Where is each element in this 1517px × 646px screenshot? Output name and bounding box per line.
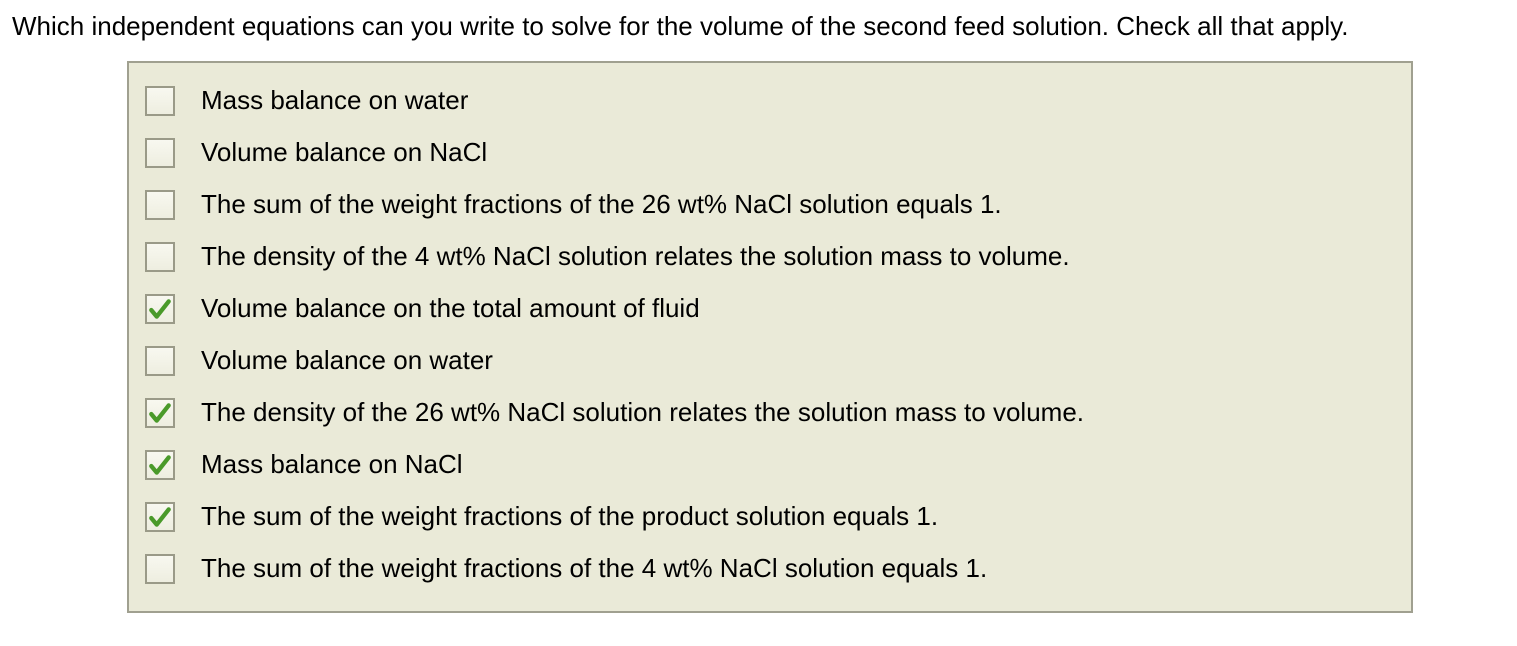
checkbox-0[interactable] [145, 86, 175, 116]
option-label: Mass balance on water [201, 85, 468, 116]
option-label: Volume balance on NaCl [201, 137, 487, 168]
checkbox-9[interactable] [145, 554, 175, 584]
option-row: Volume balance on the total amount of fl… [145, 283, 1395, 335]
option-label: The density of the 4 wt% NaCl solution r… [201, 241, 1070, 272]
checkbox-1[interactable] [145, 138, 175, 168]
option-label: The sum of the weight fractions of the p… [201, 501, 938, 532]
option-row: The density of the 4 wt% NaCl solution r… [145, 231, 1395, 283]
option-row: Mass balance on NaCl [145, 439, 1395, 491]
checkbox-7[interactable] [145, 450, 175, 480]
option-label: Volume balance on water [201, 345, 493, 376]
option-label: The density of the 26 wt% NaCl solution … [201, 397, 1084, 428]
option-row: Volume balance on NaCl [145, 127, 1395, 179]
checkbox-8[interactable] [145, 502, 175, 532]
option-label: Mass balance on NaCl [201, 449, 463, 480]
option-row: The sum of the weight fractions of the 2… [145, 179, 1395, 231]
checkbox-4[interactable] [145, 294, 175, 324]
question-text: Which independent equations can you writ… [12, 10, 1505, 43]
option-label: The sum of the weight fractions of the 4… [201, 553, 987, 584]
check-icon [147, 504, 173, 530]
checkbox-5[interactable] [145, 346, 175, 376]
option-row: The density of the 26 wt% NaCl solution … [145, 387, 1395, 439]
option-row: Volume balance on water [145, 335, 1395, 387]
option-row: The sum of the weight fractions of the 4… [145, 543, 1395, 595]
option-label: Volume balance on the total amount of fl… [201, 293, 700, 324]
check-icon [147, 400, 173, 426]
check-icon [147, 296, 173, 322]
checkbox-6[interactable] [145, 398, 175, 428]
checkbox-2[interactable] [145, 190, 175, 220]
option-row: The sum of the weight fractions of the p… [145, 491, 1395, 543]
checkbox-3[interactable] [145, 242, 175, 272]
check-icon [147, 452, 173, 478]
options-box: Mass balance on water Volume balance on … [127, 61, 1413, 613]
option-label: The sum of the weight fractions of the 2… [201, 189, 1002, 220]
option-row: Mass balance on water [145, 75, 1395, 127]
